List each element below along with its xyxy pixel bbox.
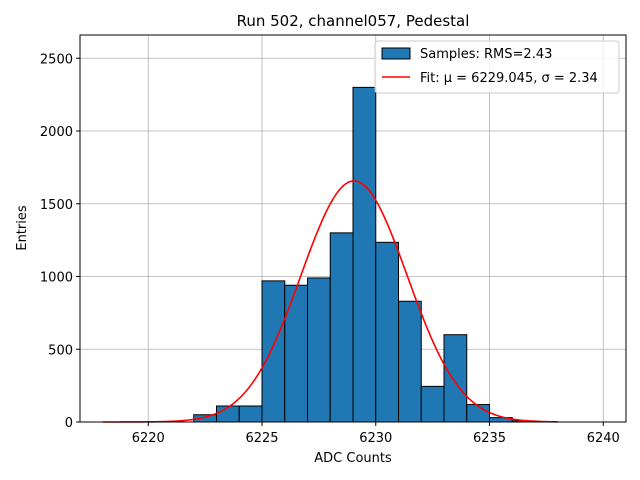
histogram-bar [466,404,490,423]
histogram-bars [193,86,536,423]
histogram-bar [443,334,468,423]
histogram-bar [398,300,422,423]
histogram-bar [307,277,331,423]
plot-area-frame [79,34,627,423]
x-tick-label: 6230 [359,431,392,446]
chart-title: Run 502, channel057, Pedestal [237,12,470,30]
histogram-bar [420,385,445,423]
y-tick-label: 1000 [40,271,73,286]
x-tick-label: 6220 [132,431,165,446]
x-tick-label: 6235 [473,431,506,446]
y-axis-title: Entries [15,205,30,251]
legend: Samples: RMS=2.43 Fit: μ = 6229.045, σ =… [374,40,620,94]
y-tick-label: 1500 [40,198,73,213]
x-tick-label: 6240 [587,431,620,446]
y-axis-ticks: 0 500 1000 1500 2000 2500 [40,52,80,431]
legend-label-samples: Samples: RMS=2.43 [420,47,552,62]
histogram-bar [375,241,399,423]
y-tick-label: 0 [65,416,73,431]
fit-curve [102,180,558,423]
y-tick-label: 2500 [40,52,73,67]
legend-box [374,40,620,94]
y-tick-label: 2000 [40,125,73,140]
histogram-bar [284,284,308,423]
histogram-bar [329,232,354,423]
legend-swatch-samples [381,47,411,60]
histogram-bar [216,405,240,423]
x-axis-title: ADC Counts [314,451,392,466]
histogram-bar [238,405,263,423]
x-tick-label: 6225 [245,431,278,446]
y-tick-label: 500 [48,343,73,358]
legend-label-fit: Fit: μ = 6229.045, σ = 2.34 [420,71,598,86]
x-axis-ticks: 6220 6225 6230 6235 6240 [132,422,620,446]
histogram-bar [352,86,377,423]
histogram-bar [261,280,286,423]
